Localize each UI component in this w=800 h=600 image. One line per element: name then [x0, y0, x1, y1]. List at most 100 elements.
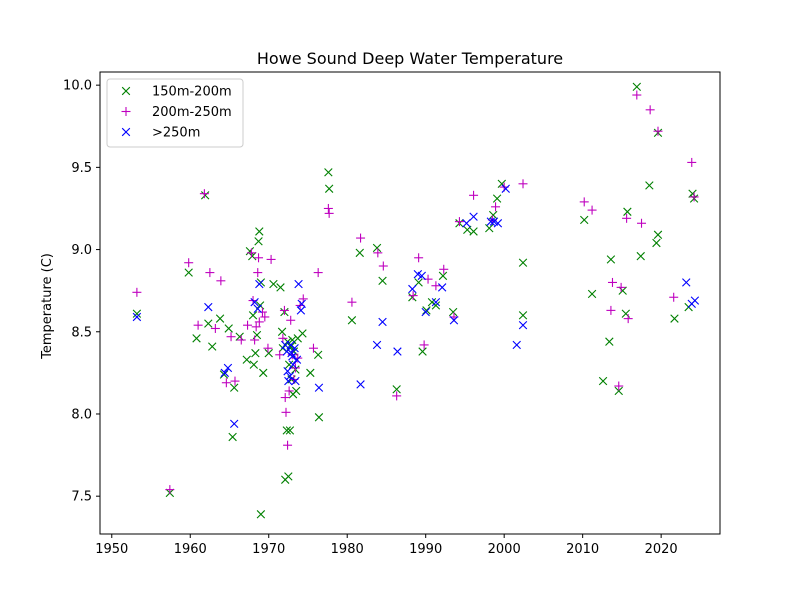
data-point	[235, 332, 244, 341]
x-tick-label: 1950	[95, 542, 128, 557]
data-point	[294, 279, 303, 289]
data-point	[242, 355, 251, 364]
data-point	[645, 181, 654, 190]
data-point	[284, 376, 293, 386]
legend-marker	[121, 86, 131, 96]
data-point	[256, 510, 266, 519]
data-point	[687, 157, 697, 167]
data-point	[491, 202, 501, 212]
y-tick-label: 8.5	[71, 325, 92, 340]
data-point	[688, 189, 697, 198]
data-point	[347, 297, 357, 307]
y-axis-label: Temperature (C)	[40, 253, 55, 360]
data-point	[276, 283, 285, 292]
data-point	[251, 348, 260, 358]
data-point	[373, 248, 383, 258]
data-point	[323, 203, 333, 213]
data-point	[253, 268, 263, 278]
data-point	[221, 378, 231, 388]
plot-area	[132, 82, 700, 519]
data-point	[378, 261, 388, 271]
data-point	[200, 191, 210, 200]
data-point	[291, 386, 301, 396]
data-point	[682, 278, 691, 287]
data-point	[431, 301, 441, 310]
data-point	[653, 230, 663, 239]
data-point	[287, 348, 296, 358]
data-point	[308, 343, 318, 353]
data-point	[652, 238, 661, 248]
axes: 1950 1960 1970 1980 1990 2000 2010 2020 7.5 8.0 8.…	[63, 71, 721, 557]
data-point	[254, 317, 264, 327]
data-point	[132, 312, 142, 322]
data-point	[288, 360, 298, 369]
data-point	[259, 368, 268, 378]
data-point	[266, 254, 276, 264]
data-point	[469, 227, 478, 236]
data-point	[645, 105, 655, 115]
x-tick-label: 1990	[409, 542, 442, 557]
data-point	[324, 168, 333, 177]
legend: 150m-200m 200m-250m >250m	[106, 78, 244, 148]
data-point	[408, 291, 418, 301]
data-point	[220, 368, 229, 378]
data-point	[249, 360, 259, 369]
legend-marker	[121, 127, 131, 137]
y-tick-label: 9.0	[71, 243, 92, 258]
data-point	[653, 126, 663, 136]
data-point	[254, 237, 263, 246]
data-point	[518, 258, 528, 267]
data-point	[579, 197, 589, 207]
data-point	[283, 440, 293, 450]
data-point	[210, 323, 220, 333]
data-point	[622, 213, 632, 223]
data-point	[291, 376, 300, 386]
data-point	[219, 370, 229, 379]
data-point	[469, 190, 479, 200]
data-point	[392, 391, 402, 401]
data-point	[226, 332, 236, 342]
data-point	[280, 393, 290, 403]
data-point	[414, 253, 424, 263]
legend-entries: 150m-200m 200m-250m >250m	[121, 85, 232, 141]
data-point	[246, 248, 256, 258]
data-point	[288, 335, 297, 345]
data-point	[689, 192, 699, 202]
data-point	[372, 243, 382, 253]
data-point	[314, 413, 324, 422]
data-point	[215, 314, 225, 323]
data-point	[347, 316, 357, 325]
data-point	[263, 343, 273, 353]
data-point	[236, 335, 246, 345]
data-point	[486, 217, 496, 226]
data-point	[290, 363, 300, 373]
data-point	[184, 258, 194, 268]
data-point	[248, 251, 257, 261]
x-tick-label: 2010	[566, 542, 599, 557]
data-point	[286, 315, 296, 325]
data-point	[260, 312, 270, 322]
data-point	[448, 307, 458, 317]
data-point	[518, 179, 528, 189]
data-point	[224, 324, 233, 333]
data-point	[580, 215, 589, 225]
data-point	[437, 283, 447, 292]
data-point	[243, 320, 253, 330]
data-point	[250, 335, 260, 345]
data-point	[165, 485, 175, 495]
data-point	[393, 347, 402, 356]
x-tick-label: 2000	[488, 542, 521, 557]
data-point	[284, 360, 294, 369]
series-3-markers	[132, 184, 700, 429]
data-point	[614, 386, 623, 396]
data-point	[422, 306, 431, 315]
data-point	[279, 305, 289, 315]
data-point	[288, 352, 297, 361]
data-point	[355, 248, 364, 258]
data-point	[614, 381, 624, 391]
chart-title: Howe Sound Deep Water Temperature	[257, 49, 563, 68]
x-tick-label: 1960	[174, 542, 207, 557]
data-point	[607, 277, 617, 287]
data-point	[184, 268, 193, 277]
